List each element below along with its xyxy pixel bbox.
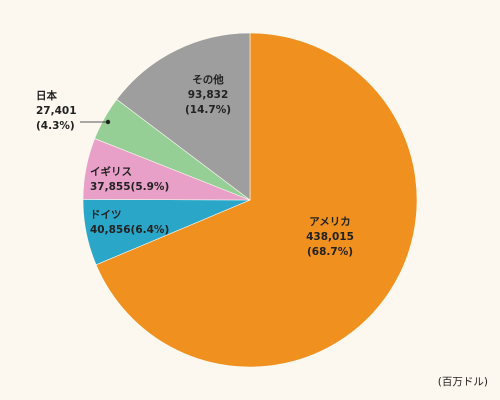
slice-percent: (4.3%) (36, 120, 75, 132)
slice-label: ドイツ (90, 209, 122, 221)
slice-percent: (5.9%) (131, 181, 170, 193)
slice-value: 27,401 (36, 105, 77, 117)
slice-value-label: 40,856(6.4%) (90, 224, 169, 236)
slice-label: アメリカ (309, 216, 350, 228)
pie-slice (116, 32, 251, 201)
slice-value: 37,855 (90, 181, 131, 193)
pie-slice (95, 32, 418, 368)
slice-percent: (68.7%) (307, 246, 353, 258)
slice-percent: (6.4%) (131, 224, 170, 236)
slice-label: その他 (192, 73, 224, 86)
slice-label: 日本 (36, 89, 57, 102)
leader-dot (105, 119, 111, 125)
slice-label: イギリス (90, 165, 132, 178)
slice-percent: (14.7%) (185, 104, 231, 116)
unit-label: (百万ドル) (438, 376, 488, 388)
slice-value-label: 37,855(5.9%) (90, 181, 169, 193)
slice-value: 40,856 (90, 224, 131, 236)
slice-value: 438,015 (306, 231, 354, 243)
slice-value: 93,832 (188, 89, 229, 101)
